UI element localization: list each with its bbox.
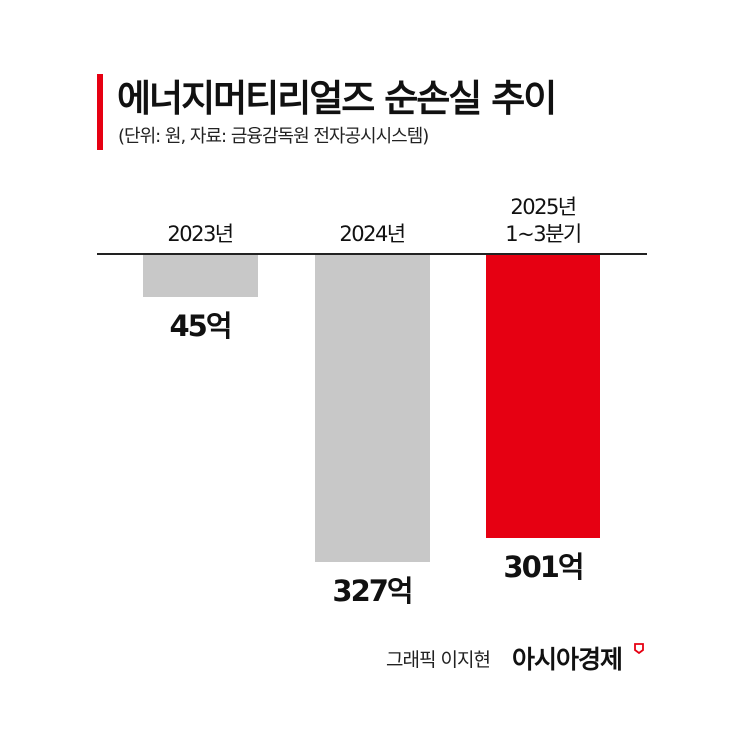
value-label-2025: 301억 [503, 550, 584, 584]
x-axis-baseline [97, 253, 647, 255]
chart-subtitle: (단위: 원, 자료: 금융감독원 전자공시시스템) [118, 126, 429, 147]
category-label-2023: 2023년 [167, 222, 234, 246]
category-label-2025-line2: 1~3분기 [505, 222, 582, 246]
brand-logo-text: 아시아경제 [512, 645, 623, 674]
bar-2025-q1-q3 [486, 255, 600, 538]
bar-2023 [143, 255, 258, 297]
brand-mark-icon [634, 643, 644, 654]
value-label-2023: 45억 [169, 309, 232, 343]
title-accent-bar [97, 74, 103, 150]
chart-title: 에너지머티리얼즈 순손실 추이 [117, 77, 557, 120]
value-label-2024: 327억 [332, 574, 413, 608]
category-label-2025-line1: 2025년 [510, 195, 577, 219]
bar-2024 [315, 255, 430, 562]
category-label-2024: 2024년 [339, 222, 406, 246]
graphic-credit: 그래픽 이지현 [386, 649, 491, 671]
